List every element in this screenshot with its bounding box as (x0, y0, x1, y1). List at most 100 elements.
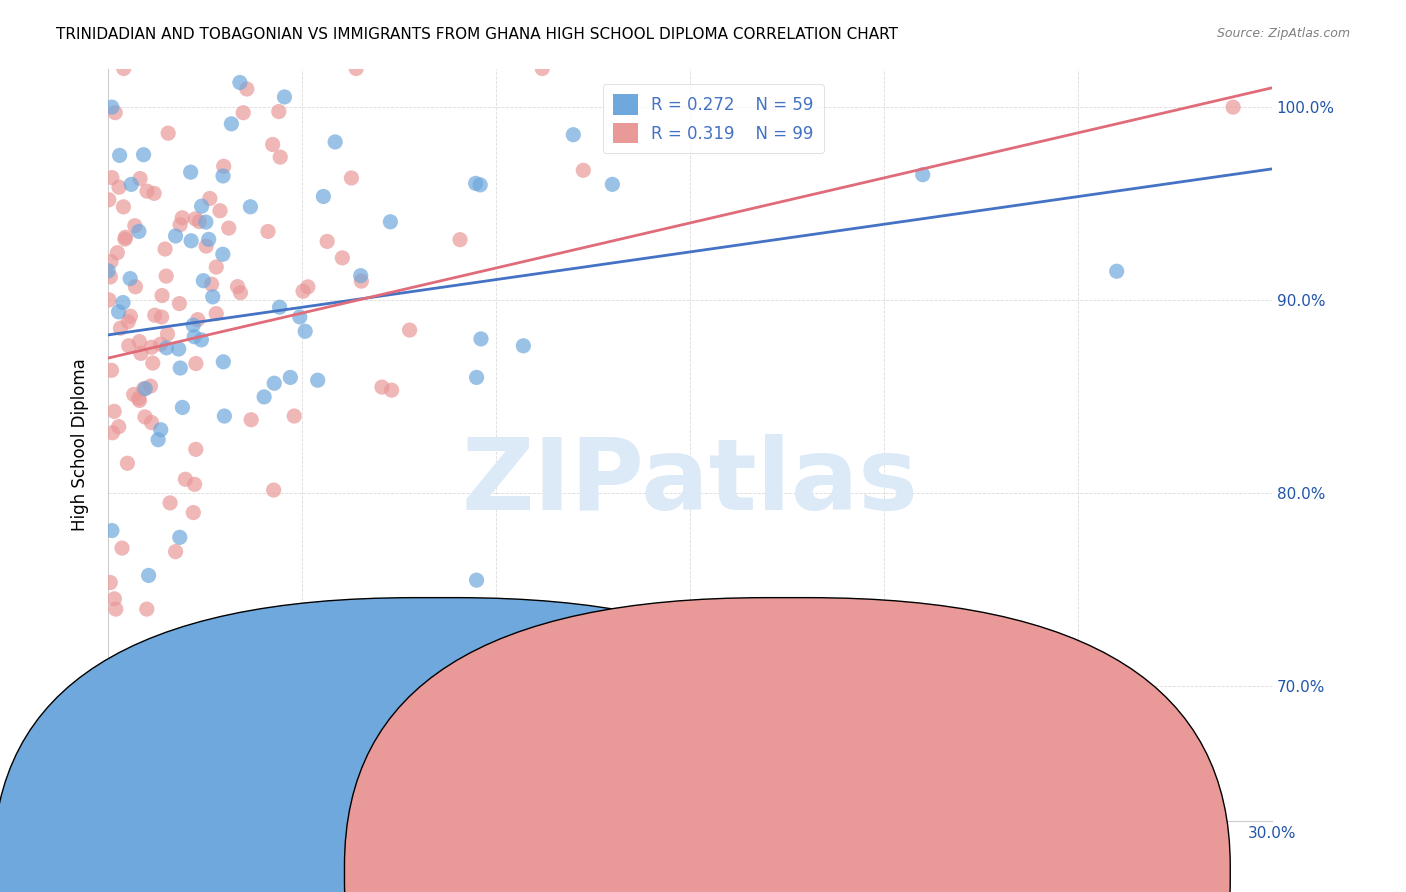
Trinidadians and Tobagonians (278, 370, 301, 384)
Trinidadians and Tobagonians (169, 530, 191, 544)
Trinidadians and Tobagonians (201, 290, 224, 304)
Immigrants from Ghana (195, 239, 218, 253)
Trinidadians and Tobagonians (312, 189, 335, 203)
Text: Immigrants from Ghana: Immigrants from Ghana (780, 859, 963, 874)
Trinidadians and Tobagonians (172, 401, 194, 415)
Immigrants from Ghana (155, 269, 177, 284)
Trinidadians and Tobagonians (108, 148, 131, 162)
Immigrants from Ghana (135, 602, 157, 616)
Immigrants from Ghana (172, 211, 194, 225)
Immigrants from Ghana (134, 409, 156, 424)
Immigrants from Ghana (104, 602, 127, 616)
Trinidadians and Tobagonians (165, 229, 187, 244)
Immigrants from Ghana (198, 191, 221, 205)
Trinidadians and Tobagonians (155, 341, 177, 355)
Immigrants from Ghana (104, 105, 127, 120)
Immigrants from Ghana (97, 193, 120, 207)
Immigrants from Ghana (129, 346, 152, 360)
Trinidadians and Tobagonians (107, 305, 129, 319)
Immigrants from Ghana (108, 180, 131, 194)
Immigrants from Ghana (187, 312, 209, 326)
Trinidadians and Tobagonians (146, 433, 169, 447)
Trinidadians and Tobagonians (465, 573, 488, 587)
Immigrants from Ghana (124, 280, 146, 294)
Immigrants from Ghana (236, 82, 259, 96)
Text: Source: ZipAtlas.com: Source: ZipAtlas.com (1216, 27, 1350, 40)
Immigrants from Ghana (103, 404, 125, 418)
Immigrants from Ghana (114, 232, 136, 246)
Immigrants from Ghana (257, 224, 280, 238)
Immigrants from Ghana (184, 442, 207, 457)
Immigrants from Ghana (292, 284, 315, 298)
Immigrants from Ghana (143, 186, 166, 201)
Immigrants from Ghana (100, 363, 122, 377)
Trinidadians and Tobagonians (134, 382, 156, 396)
Immigrants from Ghana (232, 105, 254, 120)
Immigrants from Ghana (174, 472, 197, 486)
Trinidadians and Tobagonians (197, 232, 219, 246)
Trinidadians and Tobagonians (294, 324, 316, 338)
Immigrants from Ghana (150, 310, 173, 324)
Trinidadians and Tobagonians (465, 370, 488, 384)
Trinidadians and Tobagonians (180, 165, 202, 179)
Immigrants from Ghana (105, 245, 128, 260)
Immigrants from Ghana (449, 233, 471, 247)
Immigrants from Ghana (184, 211, 207, 226)
Trinidadians and Tobagonians (1105, 264, 1128, 278)
Immigrants from Ghana (98, 269, 121, 284)
Immigrants from Ghana (143, 660, 166, 674)
Immigrants from Ghana (110, 321, 132, 335)
Immigrants from Ghana (129, 171, 152, 186)
Trinidadians and Tobagonians (120, 271, 142, 285)
Text: Trinidadians and Tobagonians: Trinidadians and Tobagonians (422, 859, 647, 874)
Immigrants from Ghana (165, 544, 187, 558)
Immigrants from Ghana (100, 254, 122, 268)
Immigrants from Ghana (98, 575, 121, 590)
Immigrants from Ghana (205, 260, 228, 274)
Trinidadians and Tobagonians (263, 376, 285, 391)
Trinidadians and Tobagonians (229, 75, 252, 89)
Trinidadians and Tobagonians (181, 318, 204, 333)
Immigrants from Ghana (226, 279, 249, 293)
Trinidadians and Tobagonians (194, 215, 217, 229)
Immigrants from Ghana (141, 416, 163, 430)
Immigrants from Ghana (114, 230, 136, 244)
Immigrants from Ghana (136, 184, 159, 198)
Immigrants from Ghana (149, 337, 172, 351)
Immigrants from Ghana (101, 170, 124, 185)
Immigrants from Ghana (153, 242, 176, 256)
Trinidadians and Tobagonians (273, 90, 295, 104)
Immigrants from Ghana (112, 62, 135, 76)
Trinidadians and Tobagonians (169, 361, 191, 376)
Immigrants from Ghana (212, 159, 235, 173)
Immigrants from Ghana (340, 171, 363, 186)
Immigrants from Ghana (184, 357, 207, 371)
Immigrants from Ghana (531, 62, 554, 76)
Immigrants from Ghana (1222, 100, 1244, 114)
Immigrants from Ghana (188, 214, 211, 228)
Immigrants from Ghana (205, 307, 228, 321)
Trinidadians and Tobagonians (470, 332, 492, 346)
Immigrants from Ghana (183, 477, 205, 491)
Immigrants from Ghana (201, 277, 224, 292)
Trinidadians and Tobagonians (180, 234, 202, 248)
Immigrants from Ghana (350, 274, 373, 288)
Text: ZIPatlas: ZIPatlas (461, 434, 918, 531)
Trinidadians and Tobagonians (470, 178, 492, 192)
Immigrants from Ghana (316, 235, 339, 249)
Immigrants from Ghana (169, 296, 191, 310)
Trinidadians and Tobagonians (253, 390, 276, 404)
Immigrants from Ghana (263, 483, 285, 497)
Immigrants from Ghana (262, 137, 284, 152)
Immigrants from Ghana (330, 251, 353, 265)
Immigrants from Ghana (155, 660, 177, 674)
Trinidadians and Tobagonians (120, 178, 142, 192)
Y-axis label: High School Diploma: High School Diploma (72, 359, 89, 532)
Immigrants from Ghana (128, 334, 150, 349)
Trinidadians and Tobagonians (911, 168, 934, 182)
Trinidadians and Tobagonians (323, 135, 346, 149)
Immigrants from Ghana (120, 310, 142, 324)
Immigrants from Ghana (111, 541, 134, 555)
Trinidadians and Tobagonians (464, 177, 486, 191)
Trinidadians and Tobagonians (269, 300, 291, 314)
